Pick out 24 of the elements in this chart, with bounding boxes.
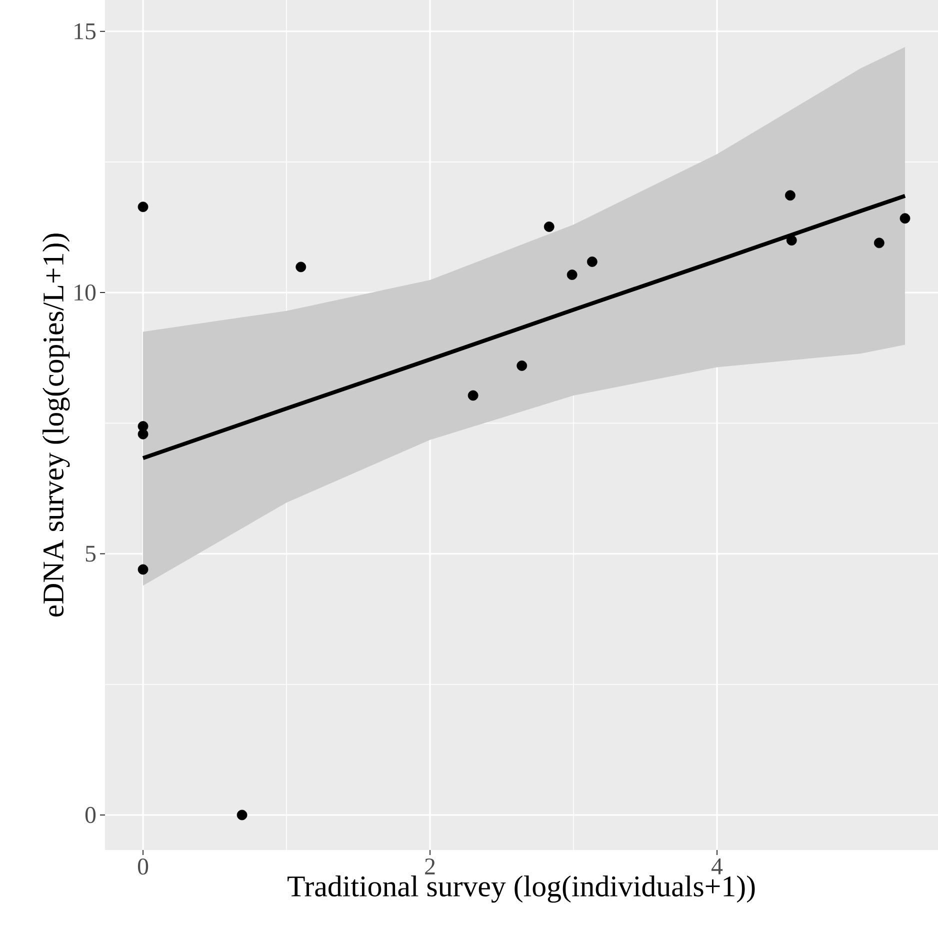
point [874,238,884,248]
y-tick-label: 5 [86,546,96,562]
x-tick-label: 0 [138,858,148,875]
point [785,190,796,201]
x-tick-label: 4 [712,858,723,874]
point [586,256,598,267]
y-axis-title: eDNA survey (log(copies/L+1)) [42,234,70,617]
point [138,428,148,440]
point [544,222,554,232]
y-tick-label: 10 [74,284,96,301]
point [138,202,148,212]
point [566,270,578,280]
point [786,235,797,246]
y-tick-label: 0 [85,806,96,824]
point [138,564,148,575]
point [468,390,478,401]
point [296,262,306,272]
point [516,360,528,371]
y-tick-label: 15 [74,23,96,40]
point [236,810,248,820]
point [900,213,910,224]
x-axis-title: Traditional survey (log(individuals+1)) [288,876,755,903]
x-tick-label: 2 [425,858,435,874]
line-series [141,194,908,460]
